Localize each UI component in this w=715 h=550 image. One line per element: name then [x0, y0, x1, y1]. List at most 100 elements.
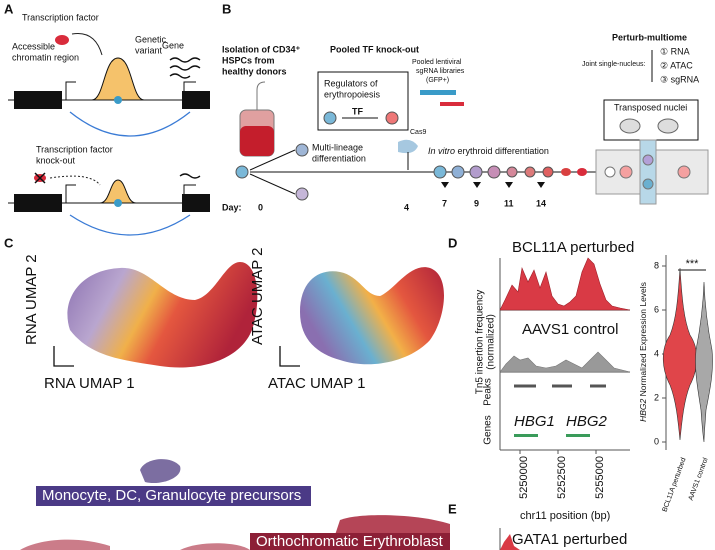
label: variant [135, 45, 163, 55]
y-tick-label: 6 [654, 304, 659, 314]
blood [240, 126, 274, 156]
vector [440, 102, 464, 106]
cluster-label: Orthochromatic Erythroblast [256, 533, 444, 550]
y-tick-label: 4 [654, 348, 659, 358]
axis [53, 346, 74, 367]
label: Pooled TF knock-out [330, 44, 419, 54]
panel-label: E [448, 501, 457, 516]
axis-label: HBG2 [638, 399, 648, 422]
x-tick-label: AAVS1 control [688, 457, 710, 502]
cell [385, 111, 399, 125]
gene-model [514, 434, 590, 437]
droplet [642, 154, 654, 166]
umap [67, 262, 258, 368]
cell-row [433, 165, 447, 179]
tick-marks [519, 450, 597, 454]
axis-label: chr11 position (bp) [520, 510, 610, 522]
label: (GFP+) [426, 77, 449, 84]
vector [420, 90, 456, 95]
promoter-arrow [65, 81, 196, 100]
label: ② ATAC [660, 60, 693, 70]
variant [114, 96, 122, 104]
label: differentiation [312, 153, 366, 163]
exon [182, 91, 210, 109]
axis-label: ATAC UMAP 1 [268, 375, 366, 392]
tube [256, 81, 266, 110]
label: sgRNA libraries [416, 68, 465, 75]
axis-label: Peaks [483, 378, 494, 406]
loop [69, 214, 191, 236]
day: 7 [442, 198, 447, 208]
cell-row [542, 166, 554, 178]
bead [604, 166, 616, 178]
cross [34, 172, 46, 184]
label: Joint single-nucleus: [582, 61, 645, 68]
cluster [140, 459, 181, 484]
track-label: GATA1 perturbed [512, 531, 627, 548]
cas9-icon [398, 139, 418, 154]
label: HSPCs from [222, 55, 275, 65]
violin [662, 267, 698, 441]
cell-row [524, 166, 536, 178]
channel [639, 139, 657, 205]
label: Transposed nuclei [614, 102, 687, 112]
cluster-label: Monocyte, DC, Granulocyte precursors [42, 487, 301, 504]
x-tick-label: BCL11A perturbed [662, 457, 688, 513]
exon [14, 91, 62, 109]
cell-row [451, 165, 465, 179]
panel-label: D [448, 235, 457, 250]
label: knock-out [36, 155, 76, 165]
label: In vitro [428, 146, 455, 156]
cell-row [433, 165, 587, 179]
cell [295, 143, 309, 157]
label: erythroid differentiation [455, 146, 549, 156]
panel-label: C [4, 235, 14, 250]
box [603, 99, 699, 141]
label: erythropoiesis [324, 89, 381, 99]
label: Cas9 [410, 129, 426, 136]
timepoint-markers [441, 182, 545, 188]
cell [323, 111, 337, 125]
nucleus [657, 118, 679, 134]
droplet [642, 178, 654, 190]
droplet [677, 165, 691, 179]
umap [300, 267, 444, 365]
cell [235, 165, 249, 179]
label: Pooled lentiviral [412, 59, 462, 66]
y-tick-label: 8 [654, 260, 659, 270]
day: 9 [474, 198, 479, 208]
y-tick-label: 0 [654, 436, 659, 446]
label: Transcription factor [36, 144, 113, 154]
axis [279, 346, 300, 367]
axis-label: (normalized) [486, 314, 497, 370]
axis-label: Genes [483, 415, 494, 444]
label: Genetic [135, 34, 167, 44]
label: chromatin region [12, 52, 79, 62]
coverage [499, 351, 631, 373]
day: 14 [536, 198, 546, 208]
cluster-label-bg [250, 533, 450, 550]
x-tick-label: 5250000 [518, 456, 530, 499]
y-tick-label: 2 [654, 392, 659, 402]
x-tick-label: 5255000 [594, 456, 606, 499]
x-tick-label: 5252500 [556, 456, 568, 499]
coverage [499, 257, 631, 311]
track-label: AAVS1 control [522, 321, 618, 338]
label: Accessible [12, 41, 55, 51]
label: Multi-lineage [312, 142, 363, 152]
nucleus [619, 118, 641, 134]
axis-label: HBG2 Normalized Expression Levels [638, 282, 648, 422]
day: 4 [404, 202, 409, 212]
cell-row [561, 168, 571, 176]
arrow [249, 173, 296, 195]
cell-row [469, 165, 483, 179]
track-label: BCL11A perturbed [512, 239, 634, 256]
gene-name: HBG2 [566, 413, 608, 430]
panel-label: B [222, 1, 231, 16]
transcript [179, 173, 201, 179]
axis-label: RNA UMAP 1 [44, 375, 135, 392]
label: In vitro erythroid differentiation [428, 146, 549, 156]
droplet [619, 165, 633, 179]
cluster [20, 539, 250, 550]
